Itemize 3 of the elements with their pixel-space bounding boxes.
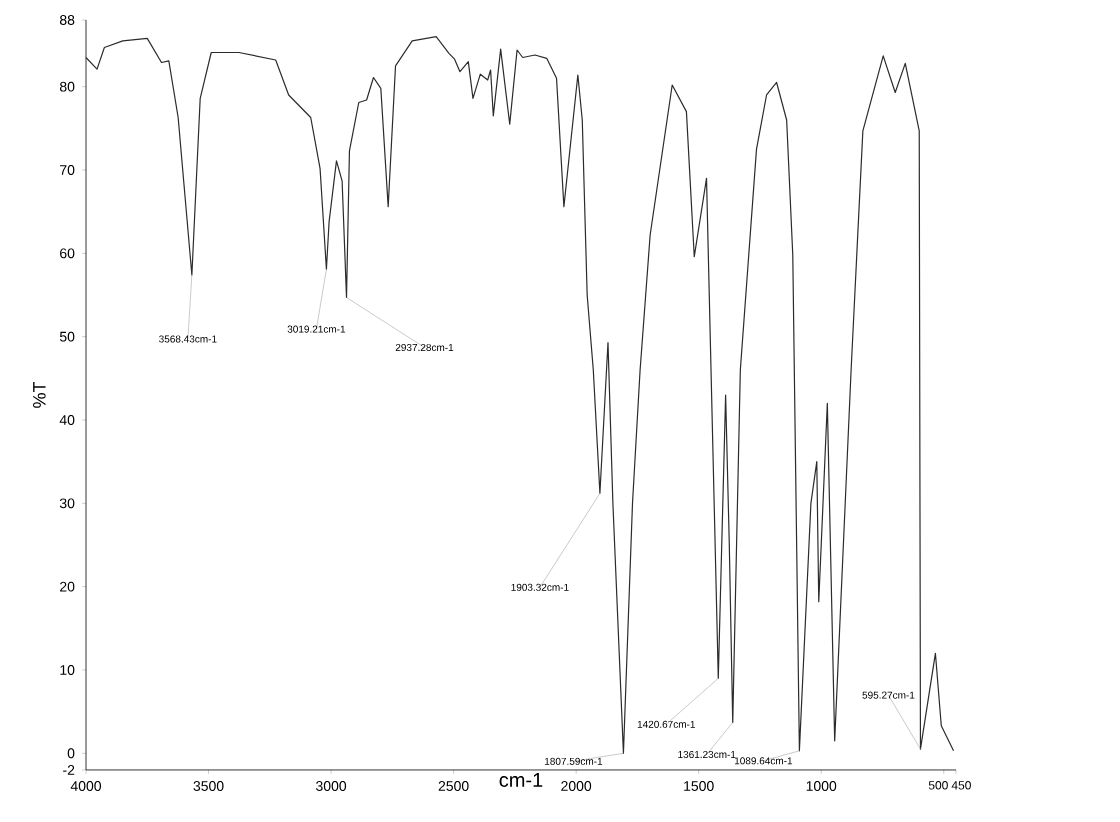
x-axis-title: cm-1 [499,773,543,787]
y-axis-title: %T [33,381,46,408]
line-series [85,36,955,754]
